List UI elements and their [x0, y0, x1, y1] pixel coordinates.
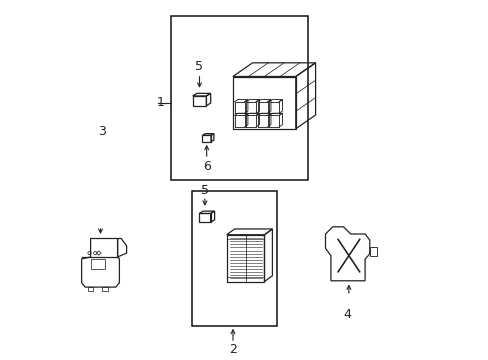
- Bar: [170, 16, 307, 180]
- Text: 5: 5: [201, 184, 208, 197]
- Text: 1: 1: [157, 96, 164, 109]
- Text: 2: 2: [228, 343, 236, 356]
- Text: 3: 3: [98, 125, 105, 138]
- Text: 6: 6: [203, 160, 210, 173]
- Text: 4: 4: [343, 309, 350, 321]
- Text: 5: 5: [195, 60, 203, 73]
- Bar: [192, 191, 276, 326]
